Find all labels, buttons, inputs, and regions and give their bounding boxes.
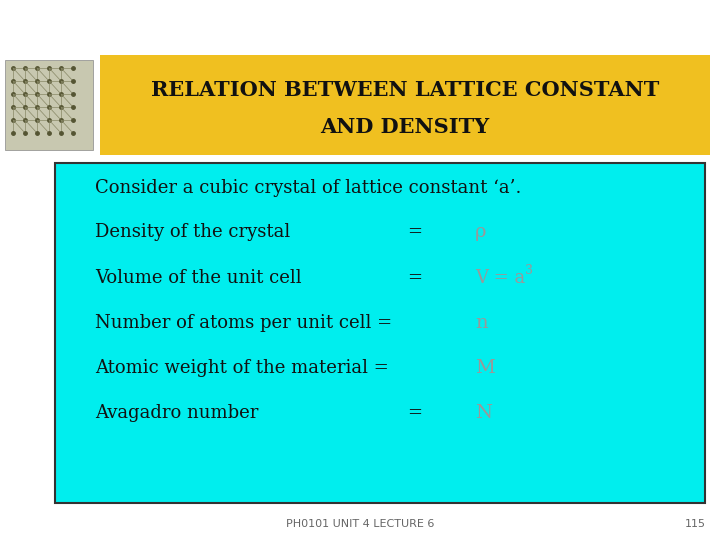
Text: =: = bbox=[408, 269, 423, 287]
Text: ρ: ρ bbox=[475, 223, 487, 241]
Text: Consider a cubic crystal of lattice constant ‘a’.: Consider a cubic crystal of lattice cons… bbox=[95, 179, 521, 197]
FancyBboxPatch shape bbox=[5, 60, 93, 150]
Text: =: = bbox=[408, 223, 423, 241]
Text: AND DENSITY: AND DENSITY bbox=[320, 117, 490, 137]
Text: PH0101 UNIT 4 LECTURE 6: PH0101 UNIT 4 LECTURE 6 bbox=[286, 519, 434, 529]
Text: Density of the crystal: Density of the crystal bbox=[95, 223, 290, 241]
Text: 115: 115 bbox=[685, 519, 706, 529]
Text: =: = bbox=[408, 404, 423, 422]
Text: Number of atoms per unit cell =: Number of atoms per unit cell = bbox=[95, 314, 392, 332]
Text: Atomic weight of the material =: Atomic weight of the material = bbox=[95, 359, 389, 377]
Text: Avagadro number: Avagadro number bbox=[95, 404, 258, 422]
Text: Volume of the unit cell: Volume of the unit cell bbox=[95, 269, 302, 287]
Text: n: n bbox=[475, 314, 487, 332]
Text: RELATION BETWEEN LATTICE CONSTANT: RELATION BETWEEN LATTICE CONSTANT bbox=[150, 80, 660, 100]
Text: 3: 3 bbox=[525, 264, 533, 276]
FancyBboxPatch shape bbox=[100, 55, 710, 155]
FancyBboxPatch shape bbox=[55, 163, 705, 503]
Text: M: M bbox=[475, 359, 495, 377]
Text: V = a: V = a bbox=[475, 269, 526, 287]
Text: N: N bbox=[475, 404, 492, 422]
